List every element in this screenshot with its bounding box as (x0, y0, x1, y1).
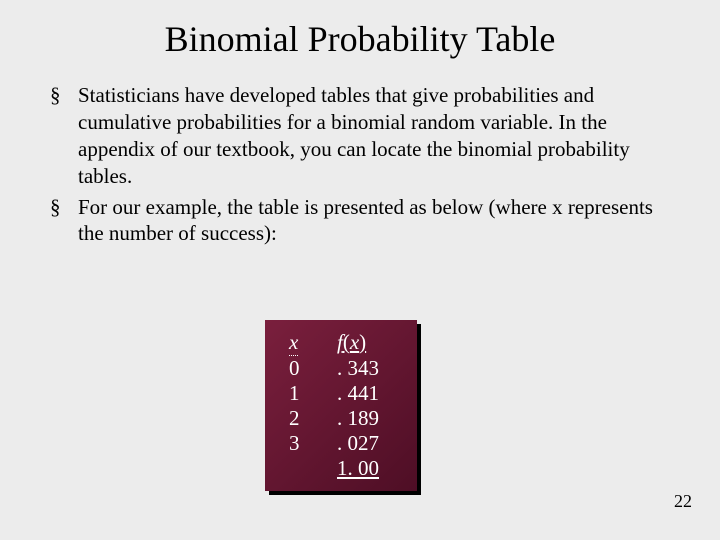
header-fx-x: x (350, 330, 359, 354)
header-fx-close: ) (359, 330, 366, 354)
table-header-row: x f(x) (289, 330, 393, 356)
cell-fx: . 441 (337, 381, 393, 406)
cell-x: 3 (289, 431, 337, 456)
cell-fx: . 027 (337, 431, 393, 456)
cell-fx: . 189 (337, 406, 393, 431)
table-total-row: 1. 00 (289, 456, 393, 481)
bullet-list: Statisticians have developed tables that… (40, 82, 680, 247)
slide-title: Binomial Probability Table (40, 18, 680, 60)
header-x-label: x (289, 330, 298, 356)
table-row: 1 . 441 (289, 381, 393, 406)
probability-table-container: x f(x) 0 . 343 1 . 441 2 . 189 3 . 027 1 (265, 320, 417, 491)
probability-table: x f(x) 0 . 343 1 . 441 2 . 189 3 . 027 1 (265, 320, 417, 491)
table-row: 0 . 343 (289, 356, 393, 381)
table-header-x: x (289, 330, 337, 356)
header-fx-open: ( (343, 330, 350, 354)
bullet-item: For our example, the table is presented … (50, 194, 670, 248)
page-number: 22 (674, 491, 692, 512)
cell-x-empty (289, 456, 337, 481)
cell-x: 1 (289, 381, 337, 406)
cell-fx: . 343 (337, 356, 393, 381)
table-row: 3 . 027 (289, 431, 393, 456)
table-header-fx: f(x) (337, 330, 393, 356)
cell-x: 0 (289, 356, 337, 381)
bullet-item: Statisticians have developed tables that… (50, 82, 670, 190)
table-row: 2 . 189 (289, 406, 393, 431)
cell-x: 2 (289, 406, 337, 431)
cell-total: 1. 00 (337, 456, 393, 481)
